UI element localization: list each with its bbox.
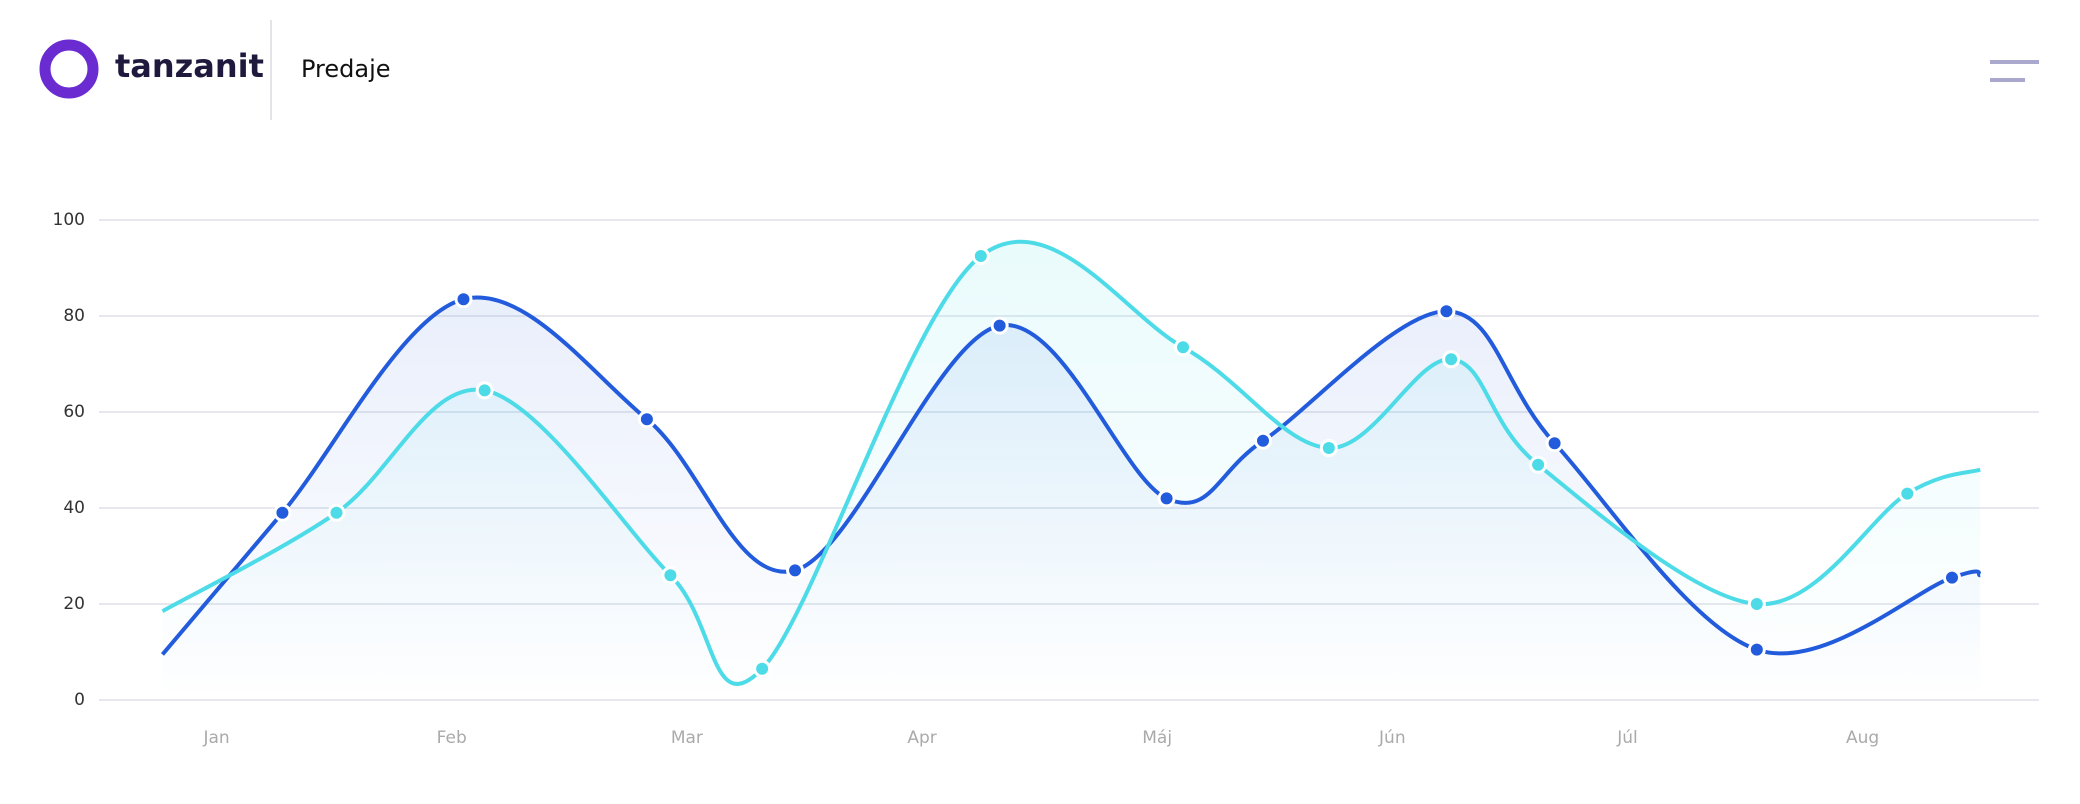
x-tick-label: Jún	[1378, 728, 1406, 748]
point	[1254, 431, 1272, 450]
point	[475, 381, 494, 400]
y-tick-label: 20	[63, 594, 85, 614]
logo[interactable]	[39, 39, 99, 99]
point	[327, 503, 346, 522]
point	[1157, 489, 1176, 508]
point	[637, 410, 656, 429]
y-tick-label: 60	[63, 402, 85, 422]
point	[273, 503, 292, 522]
point	[661, 566, 680, 585]
point	[1437, 302, 1456, 321]
y-tick-label: 100	[53, 210, 85, 230]
y-tick-label: 40	[63, 498, 85, 518]
point	[1442, 350, 1461, 369]
point	[1747, 640, 1766, 659]
area	[162, 241, 1981, 700]
page-title: Predaje	[301, 55, 391, 83]
point	[1174, 338, 1193, 357]
point	[1545, 434, 1564, 453]
x-tick-label: Aug	[1846, 728, 1879, 748]
brand[interactable]: tanzanit	[115, 47, 264, 85]
point	[753, 659, 772, 678]
menu-button[interactable]	[1990, 60, 2039, 82]
x-tick-label: Jan	[202, 728, 229, 748]
x-tick-label: Apr	[907, 728, 936, 748]
chart: 0 20 40 60 80 100 Jan Feb Mar Apr Máj Jún Júl Aug	[53, 210, 2039, 748]
point	[454, 290, 473, 309]
point	[990, 316, 1009, 335]
x-tick-label: Mar	[671, 728, 703, 748]
point	[1898, 484, 1917, 503]
x-tick-label: Júl	[1616, 728, 1638, 748]
point	[1529, 455, 1548, 474]
x-tick-label: Máj	[1142, 728, 1172, 748]
point	[786, 561, 805, 580]
x-tick-label: Feb	[437, 728, 467, 748]
y-tick-label: 80	[63, 306, 85, 326]
point	[1319, 439, 1338, 457]
point	[1747, 595, 1766, 613]
y-tick-label: 0	[74, 690, 85, 710]
point	[971, 247, 990, 265]
point	[1942, 568, 1961, 587]
